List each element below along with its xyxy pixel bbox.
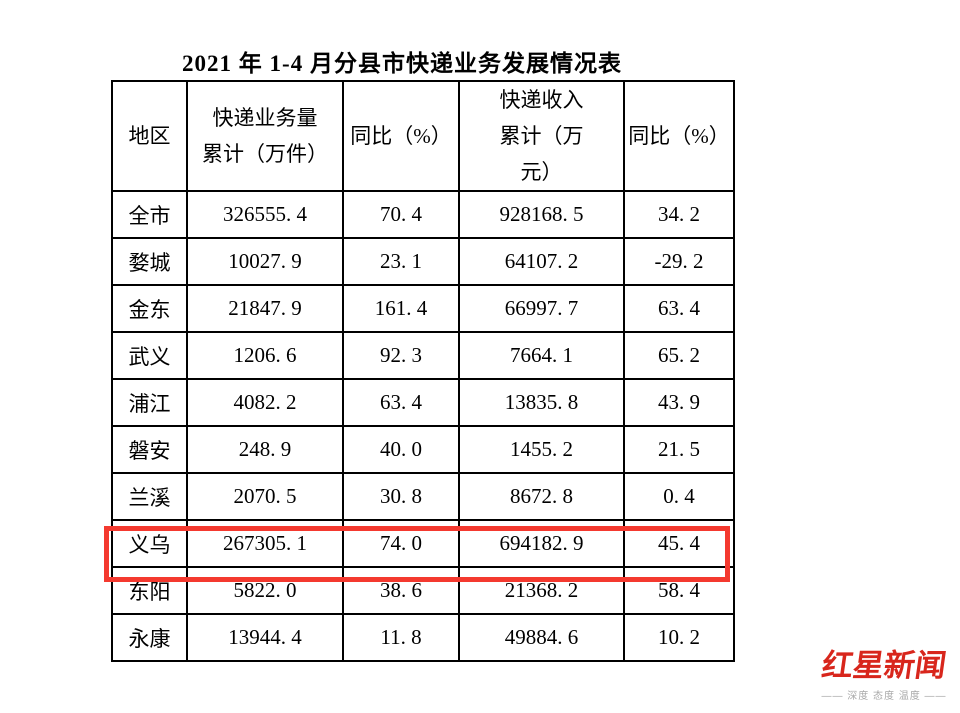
cell-income: 49884. 6 [458,613,625,662]
table-row: 东阳 5822. 0 38. 6 21368. 2 58. 4 [111,566,735,615]
cell-volume-yoy: 161. 4 [342,284,460,333]
cell-volume: 267305. 1 [186,519,344,568]
cell-region: 婺城 [111,237,188,286]
header-region: 地区 [111,80,188,192]
header-income-yoy: 同比（%） [623,80,735,192]
cell-region: 金东 [111,284,188,333]
cell-income: 694182. 9 [458,519,625,568]
logo-redstar-news: 红星新闻 —— 深度 态度 温度 —— [818,646,950,702]
cell-income-yoy: 0. 4 [623,472,735,521]
cell-region: 武义 [111,331,188,380]
cell-volume-yoy: 11. 8 [342,613,460,662]
cell-income-yoy: 65. 2 [623,331,735,380]
cell-income-yoy: 10. 2 [623,613,735,662]
cell-region: 全市 [111,190,188,239]
page-title: 2021 年 1-4 月分县市快递业务发展情况表 [182,51,622,76]
cell-volume-yoy: 40. 0 [342,425,460,474]
header-income-line1: 快递收入 [499,88,584,112]
cell-region: 兰溪 [111,472,188,521]
cell-income-yoy: 63. 4 [623,284,735,333]
cell-income: 928168. 5 [458,190,625,239]
cell-income-yoy: 45. 4 [623,519,735,568]
header-income-yoy-label: 同比（%） [628,124,730,148]
cell-region: 磐安 [111,425,188,474]
cell-volume: 2070. 5 [186,472,344,521]
table-row: 金东 21847. 9 161. 4 66997. 7 63. 4 [111,284,735,333]
cell-income: 64107. 2 [458,237,625,286]
logo-brand-text: 红星新闻 [819,648,949,683]
table-row: 兰溪 2070. 5 30. 8 8672. 8 0. 4 [111,472,735,521]
header-income: 快递收入 累计（万 元） [458,80,625,192]
cell-volume: 1206. 6 [186,331,344,380]
header-volume: 快递业务量 累计（万件） [186,80,344,192]
cell-volume-yoy: 23. 1 [342,237,460,286]
header-volume-yoy: 同比（%） [342,80,460,192]
header-volume-yoy-label: 同比（%） [350,124,452,148]
header-volume-line1: 快递业务量 [212,106,318,130]
cell-region: 浦江 [111,378,188,427]
cell-region: 永康 [111,613,188,662]
cell-volume: 4082. 2 [186,378,344,427]
cell-income: 21368. 2 [458,566,625,615]
cell-region: 义乌 [111,519,188,568]
cell-income-yoy: 34. 2 [623,190,735,239]
cell-volume: 248. 9 [186,425,344,474]
table-row: 磐安 248. 9 40. 0 1455. 2 21. 5 [111,425,735,474]
cell-region: 东阳 [111,566,188,615]
table-row: 婺城 10027. 9 23. 1 64107. 2 -29. 2 [111,237,735,286]
table-row-highlighted: 义乌 267305. 1 74. 0 694182. 9 45. 4 [111,519,735,568]
cell-volume: 21847. 9 [186,284,344,333]
cell-volume-yoy: 92. 3 [342,331,460,380]
cell-volume: 326555. 4 [186,190,344,239]
header-income-line3: 元） [520,160,563,184]
table-header-row: 地区 快递业务量 累计（万件） 同比（%） 快递收入 累计（万 元） 同比（%） [111,80,735,192]
cell-volume-yoy: 70. 4 [342,190,460,239]
table-row: 浦江 4082. 2 63. 4 13835. 8 43. 9 [111,378,735,427]
table-row: 永康 13944. 4 11. 8 49884. 6 10. 2 [111,613,735,662]
cell-volume-yoy: 30. 8 [342,472,460,521]
cell-income: 66997. 7 [458,284,625,333]
header-income-line2: 累计（万 [499,124,584,148]
cell-volume-yoy: 63. 4 [342,378,460,427]
cell-volume: 10027. 9 [186,237,344,286]
cell-income: 1455. 2 [458,425,625,474]
cell-volume: 13944. 4 [186,613,344,662]
table-row: 武义 1206. 6 92. 3 7664. 1 65. 2 [111,331,735,380]
header-volume-line2: 累计（万件） [202,142,328,166]
cell-income: 13835. 8 [458,378,625,427]
cell-income-yoy: 58. 4 [623,566,735,615]
cell-income-yoy: -29. 2 [623,237,735,286]
cell-income: 7664. 1 [458,331,625,380]
header-region-label: 地区 [128,124,171,148]
table-row: 全市 326555. 4 70. 4 928168. 5 34. 2 [111,190,735,239]
cell-volume-yoy: 74. 0 [342,519,460,568]
cell-volume-yoy: 38. 6 [342,566,460,615]
logo-tagline: —— 深度 态度 温度 —— [821,691,947,702]
cell-income-yoy: 21. 5 [623,425,735,474]
cell-income-yoy: 43. 9 [623,378,735,427]
cell-volume: 5822. 0 [186,566,344,615]
cell-income: 8672. 8 [458,472,625,521]
delivery-stats-table: 地区 快递业务量 累计（万件） 同比（%） 快递收入 累计（万 元） 同比（%）… [111,80,735,662]
